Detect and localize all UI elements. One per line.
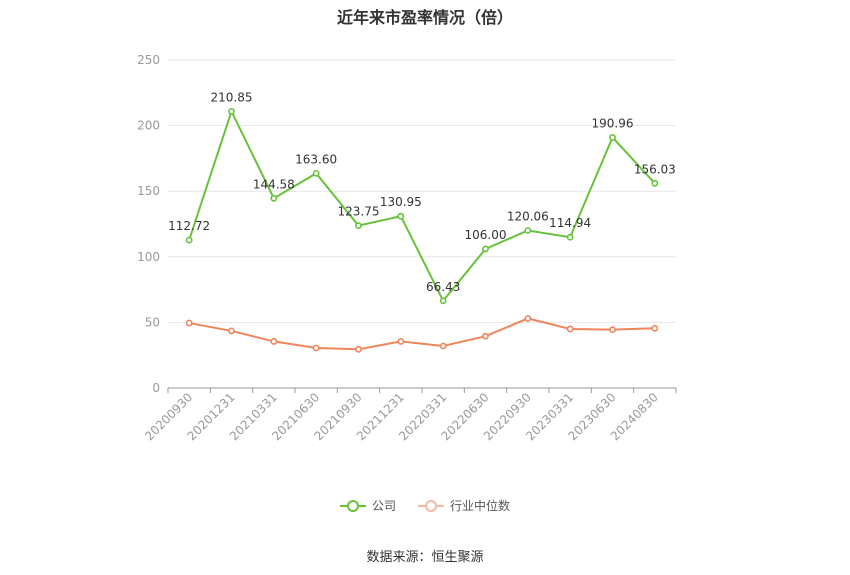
data-label: 144.58: [253, 177, 295, 191]
data-point: [228, 107, 235, 115]
y-tick-label: 100: [137, 250, 160, 264]
legend-industry-label: 行业中位数: [450, 499, 511, 513]
data-point: [228, 327, 235, 335]
data-label: 114.94: [549, 216, 591, 230]
data-point: [312, 344, 320, 352]
data-point: [185, 236, 193, 244]
data-label: 163.60: [295, 152, 337, 166]
data-point: [482, 332, 489, 340]
data-point: [439, 342, 447, 350]
line-chart: 0501001502002502020093020201231202103312…: [137, 53, 677, 443]
data-label: 106.00: [465, 228, 507, 242]
chart-title: 近年来市盈率情况（倍）: [336, 8, 513, 27]
data-label: 190.96: [592, 116, 634, 130]
legend-item-company[interactable]: 公司: [339, 497, 396, 514]
data-label: 123.75: [338, 205, 380, 219]
y-tick-label: 50: [145, 315, 160, 329]
y-tick-label: 150: [137, 184, 160, 198]
data-point: [355, 222, 362, 230]
data-point: [651, 324, 659, 332]
data-label: 156.03: [634, 162, 676, 176]
data-label: 120.06: [507, 209, 549, 223]
legend: 公司 行业中位数: [0, 497, 850, 514]
data-point: [185, 319, 193, 327]
data-point: [397, 212, 405, 220]
data-point: [524, 227, 532, 234]
data-label: 112.72: [168, 219, 210, 233]
data-point: [397, 338, 405, 345]
data-point: [439, 297, 447, 305]
y-tick-label: 200: [137, 119, 160, 133]
data-point: [651, 179, 659, 187]
data-point: [609, 134, 616, 141]
data-label: 66.43: [426, 280, 460, 294]
data-point: [566, 325, 574, 333]
data-point: [312, 169, 320, 177]
data-source: 数据来源：恒生聚源: [366, 550, 484, 565]
data-point: [355, 345, 362, 353]
y-tick-label: 250: [137, 53, 160, 67]
legend-industry-swatch: [418, 499, 444, 513]
series-line: [188, 317, 655, 351]
data-label: 130.95: [380, 195, 422, 209]
data-point: [524, 315, 532, 322]
legend-item-industry-median[interactable]: 行业中位数: [418, 497, 510, 514]
data-point: [270, 194, 278, 202]
legend-company-label: 公司: [371, 499, 396, 513]
data-point: [482, 245, 489, 253]
data-label: 210.85: [211, 90, 253, 104]
legend-company-swatch: [339, 499, 366, 513]
data-point: [270, 338, 278, 345]
y-tick-label: 0: [152, 381, 160, 395]
data-point: [609, 326, 616, 334]
series-line: [188, 108, 656, 303]
data-point: [566, 233, 574, 241]
